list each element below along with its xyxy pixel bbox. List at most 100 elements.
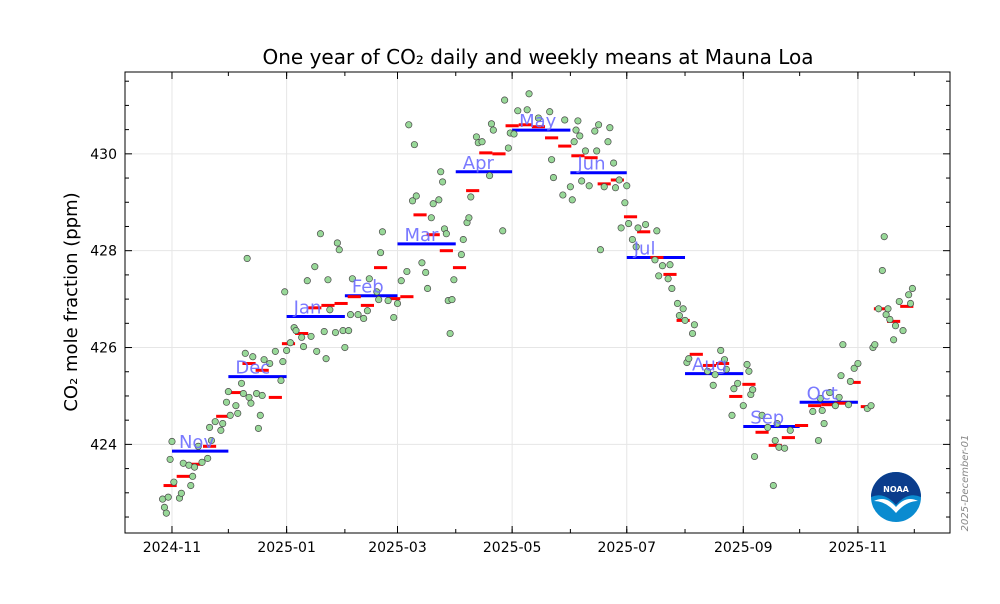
grid	[125, 72, 950, 533]
x-tick-label: 2024-11	[143, 540, 202, 556]
daily-point	[593, 147, 601, 155]
daily-point	[345, 327, 353, 335]
daily-point	[446, 329, 454, 338]
month-label: Mar	[404, 225, 439, 246]
daily-point	[316, 230, 324, 238]
daily-point	[504, 144, 512, 152]
daily-point	[658, 262, 667, 270]
daily-point	[831, 402, 839, 410]
daily-point	[166, 455, 174, 463]
daily-point	[771, 436, 779, 445]
daily-point	[219, 420, 227, 428]
daily-point	[170, 478, 178, 486]
daily-point	[546, 108, 554, 116]
daily-point	[711, 371, 719, 379]
daily-point	[854, 359, 862, 368]
daily-point	[576, 132, 584, 140]
daily-point	[422, 268, 430, 277]
daily-means	[159, 90, 916, 517]
daily-point	[256, 411, 264, 419]
logo-text: NOAA	[883, 485, 909, 494]
daily-point	[206, 423, 214, 431]
daily-point	[279, 358, 287, 366]
daily-point	[600, 183, 608, 191]
daily-point	[566, 183, 574, 191]
daily-point	[906, 299, 915, 308]
daily-point	[429, 200, 437, 208]
daily-point	[457, 251, 465, 259]
daily-point	[764, 423, 772, 431]
daily-point	[281, 288, 289, 296]
daily-point	[320, 328, 328, 336]
daily-point	[427, 214, 435, 222]
daily-point	[720, 356, 729, 364]
daily-point	[239, 389, 247, 398]
daily-point	[758, 411, 766, 419]
daily-point	[162, 509, 170, 517]
daily-point	[363, 307, 371, 315]
weekly-means	[163, 123, 914, 488]
chart-title: One year of CO₂ daily and weekly means a…	[262, 45, 813, 69]
daily-point	[890, 336, 898, 344]
daily-point	[632, 243, 640, 251]
daily-point	[435, 196, 443, 204]
daily-point	[439, 178, 447, 186]
daily-point	[190, 463, 199, 471]
daily-point	[307, 332, 315, 340]
daily-point	[377, 249, 385, 257]
daily-point	[685, 355, 693, 363]
daily-point	[222, 398, 231, 406]
daily-point	[324, 276, 332, 284]
daily-point	[617, 224, 625, 232]
month-label: Feb	[352, 277, 384, 298]
daily-point	[450, 276, 458, 284]
x-tick-label: 2025-09	[714, 540, 773, 556]
daily-point	[549, 174, 558, 182]
daily-point	[781, 444, 789, 452]
daily-point	[412, 192, 420, 200]
daily-point	[651, 256, 659, 264]
daily-point	[653, 227, 661, 235]
daily-point	[561, 116, 569, 124]
daily-point	[886, 315, 894, 323]
daily-point	[410, 141, 418, 149]
daily-point	[548, 156, 556, 164]
daily-point	[245, 393, 253, 401]
daily-point	[734, 379, 742, 387]
daily-point	[211, 418, 219, 426]
daily-point	[905, 291, 913, 299]
daily-point	[237, 379, 246, 387]
daily-point	[397, 277, 405, 285]
daily-point	[773, 420, 781, 428]
daily-point	[739, 402, 747, 410]
daily-point	[675, 312, 683, 320]
daily-point	[623, 182, 631, 190]
daily-point	[298, 333, 306, 341]
daily-point	[604, 138, 612, 146]
daily-point	[204, 454, 212, 462]
daily-point	[442, 230, 450, 238]
daily-point	[642, 220, 650, 229]
logo-top	[871, 472, 921, 505]
daily-point	[168, 437, 176, 446]
daily-point	[311, 263, 319, 271]
daily-point	[673, 299, 682, 308]
daily-point	[743, 360, 751, 369]
daily-point	[611, 184, 620, 192]
date-stamp: 2025-December-01	[960, 435, 971, 532]
y-tick-label: 430	[90, 147, 117, 163]
daily-point	[346, 311, 355, 319]
daily-point	[418, 259, 426, 267]
daily-point	[835, 393, 843, 401]
month-label: Nov	[179, 432, 214, 453]
month-label: Jun	[576, 154, 605, 175]
daily-point	[260, 356, 268, 364]
daily-point	[465, 214, 473, 222]
daily-point	[596, 246, 605, 254]
daily-point	[187, 481, 195, 490]
daily-point	[751, 452, 759, 461]
daily-point	[570, 138, 578, 146]
month-label: Dec	[235, 358, 270, 379]
daily-point	[467, 193, 475, 201]
daily-point	[664, 275, 672, 283]
